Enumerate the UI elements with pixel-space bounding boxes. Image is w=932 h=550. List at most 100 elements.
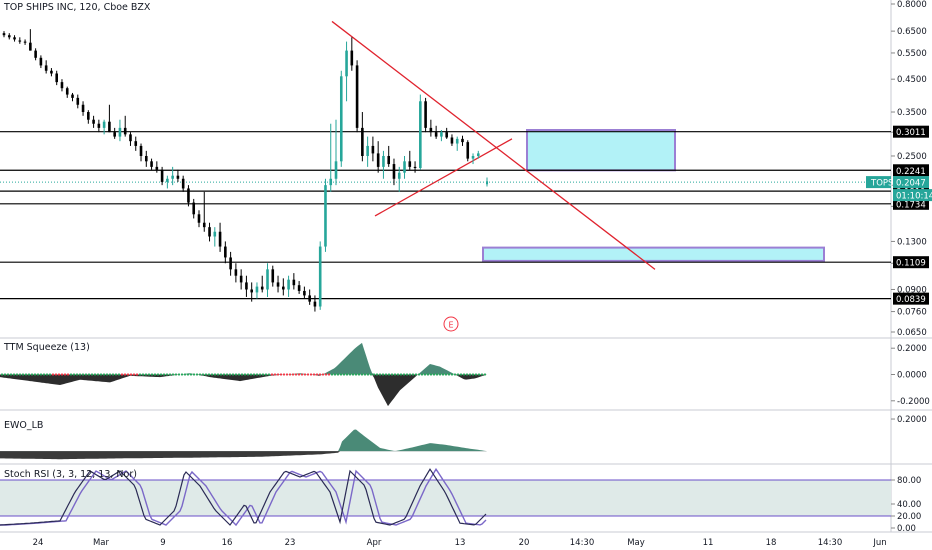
candle-body xyxy=(144,155,148,162)
candle-body xyxy=(166,178,169,182)
squeeze-dot xyxy=(246,373,250,376)
candle-body xyxy=(118,127,122,137)
squeeze-dot xyxy=(411,373,415,376)
squeeze-dot xyxy=(396,373,400,376)
squeeze-dot xyxy=(372,373,376,376)
squeeze-dot xyxy=(234,373,238,376)
candle-body xyxy=(471,155,475,159)
candle-body xyxy=(339,76,343,162)
level-price-label: 0.2241 xyxy=(893,164,929,177)
squeeze-dot xyxy=(6,373,10,376)
squeeze-dot xyxy=(318,373,322,376)
squeeze-dot xyxy=(84,373,88,376)
candle-body xyxy=(271,269,275,283)
squeeze-dot xyxy=(390,373,394,376)
candle-body xyxy=(324,185,327,247)
squeeze-dot xyxy=(369,373,373,376)
symbol-tag-text: TOPS xyxy=(870,179,893,189)
squeeze-dot xyxy=(474,373,478,376)
squeeze-dot xyxy=(294,373,298,376)
stoch-pane-label: Stoch RSI (3, 3, 12, 13, Nor) xyxy=(4,469,137,480)
squeeze-dot xyxy=(357,373,361,376)
candle-body xyxy=(382,155,385,167)
squeeze-dot xyxy=(135,373,139,376)
price-axis-tick-label: 0.5500 xyxy=(897,49,927,59)
candle-body xyxy=(308,295,311,302)
squeeze-dot xyxy=(459,373,463,376)
squeeze-dot xyxy=(273,373,277,376)
countdown-box xyxy=(893,189,932,202)
squeeze-dot xyxy=(339,373,343,376)
squeeze-dot xyxy=(162,373,166,376)
candle-body xyxy=(129,134,132,142)
candle-body xyxy=(23,41,27,43)
candle-body xyxy=(34,50,37,58)
squeeze-dot xyxy=(417,373,421,376)
level-price-box xyxy=(893,164,929,177)
candle-body xyxy=(361,127,364,156)
candle-body xyxy=(371,145,375,154)
squeeze-dot xyxy=(276,373,280,376)
candle-body xyxy=(287,279,290,290)
squeeze-dot xyxy=(270,373,274,376)
squeeze-dot xyxy=(36,373,40,376)
squeeze-dot xyxy=(114,373,118,376)
squeeze-dot xyxy=(18,373,22,376)
squeeze-dot xyxy=(171,373,175,376)
stoch-axis-tick-label: 20.00 xyxy=(897,512,921,522)
candle-body xyxy=(461,138,464,143)
squeeze-dot xyxy=(126,373,130,376)
candle-body xyxy=(234,269,238,276)
squeeze-dot xyxy=(69,373,73,376)
candle-body xyxy=(208,227,211,237)
candle-body xyxy=(218,231,222,247)
squeeze-positive-area xyxy=(0,342,487,375)
squeeze-dot xyxy=(159,373,163,376)
candle-body xyxy=(171,175,174,179)
stoch-axis-tick-label: 40.00 xyxy=(897,500,921,510)
time-axis-label: Jun xyxy=(872,538,886,548)
candle-body xyxy=(266,269,269,290)
candle-body xyxy=(150,161,153,167)
candle-body xyxy=(71,94,74,98)
squeeze-dot xyxy=(222,373,226,376)
highlight-zone xyxy=(526,129,676,172)
candle-body xyxy=(477,153,480,156)
trendline xyxy=(374,138,513,217)
squeeze-dot xyxy=(117,373,121,376)
candle-body xyxy=(224,246,227,258)
squeeze-dot xyxy=(306,373,310,376)
candle-body xyxy=(455,138,459,144)
time-axis-label: 11 xyxy=(703,538,714,548)
candle-body xyxy=(29,42,32,51)
squeeze-dot xyxy=(378,373,382,376)
squeeze-dot xyxy=(405,373,409,376)
candle-body xyxy=(313,301,317,307)
stoch-axis-tick-label: 80.00 xyxy=(897,476,921,486)
time-axis-label: 13 xyxy=(455,538,466,548)
price-axis-tick-label: 0.4500 xyxy=(897,75,927,85)
ewo-axis-tick-label: 0.2000 xyxy=(897,415,927,425)
time-axis-label: 18 xyxy=(766,538,777,548)
squeeze-dot xyxy=(444,373,448,376)
squeeze-dot xyxy=(174,373,178,376)
squeeze-dot xyxy=(480,373,484,376)
level-price-text: 0.3011 xyxy=(896,128,926,138)
squeeze-axis-tick-label: 0.2000 xyxy=(897,344,927,354)
candle-body xyxy=(345,50,348,77)
current-price-tag: TOPS 0.2047 01:10:14 xyxy=(866,176,932,202)
squeeze-dot xyxy=(30,373,34,376)
time-axis-label: 23 xyxy=(285,538,296,548)
squeeze-dot xyxy=(141,373,145,376)
squeeze-dot xyxy=(366,373,370,376)
symbol-interval: 120 xyxy=(79,2,98,13)
squeeze-dot xyxy=(132,373,136,376)
candle-body xyxy=(450,137,454,144)
candle-body xyxy=(403,161,406,173)
squeeze-dot xyxy=(228,373,232,376)
candle-body xyxy=(260,286,264,290)
candle-body xyxy=(13,37,16,40)
squeeze-dot xyxy=(195,373,199,376)
candle-body xyxy=(440,132,443,137)
